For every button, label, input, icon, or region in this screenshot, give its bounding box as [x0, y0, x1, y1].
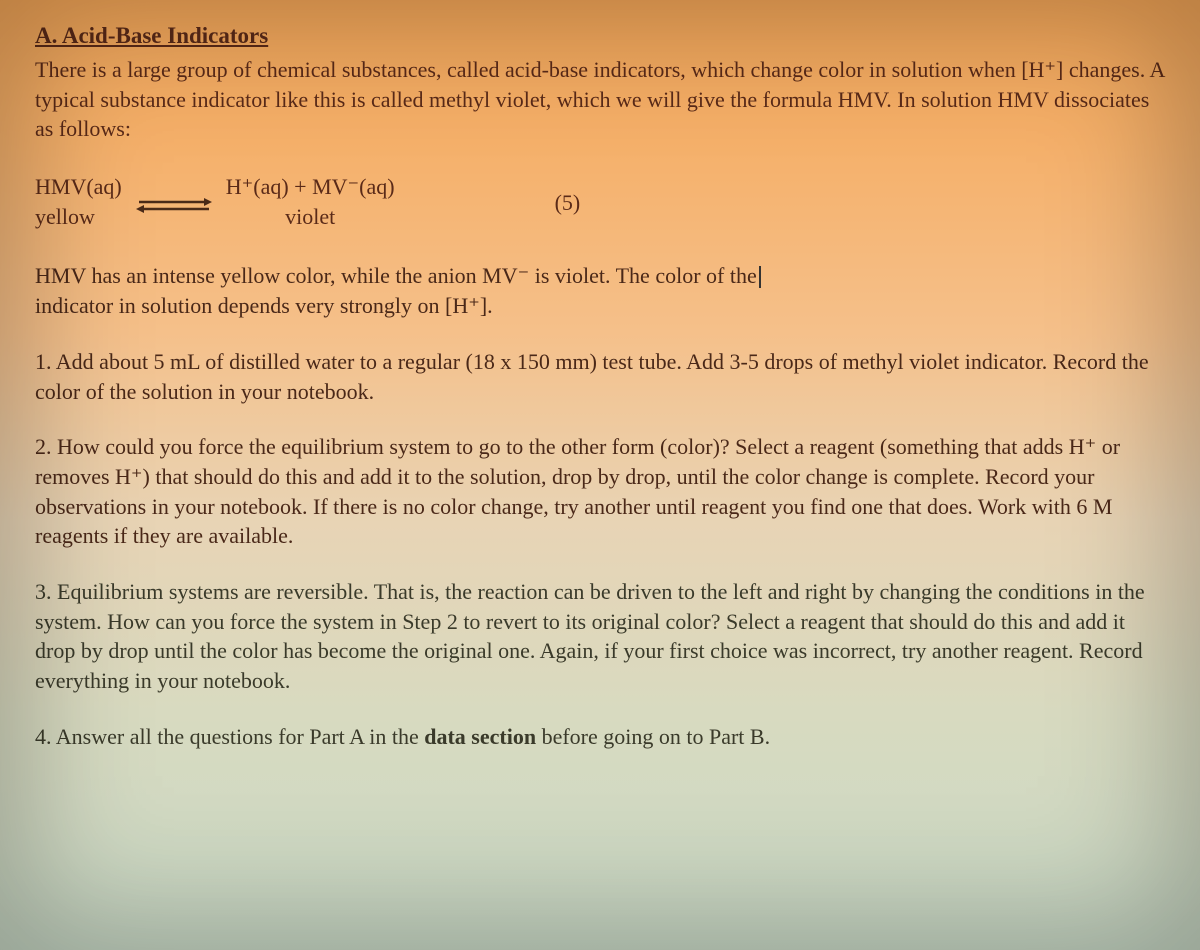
equation-right-label: violet [285, 202, 335, 232]
equation-left-formula: HMV(aq) [35, 172, 122, 202]
text-cursor-icon [759, 266, 761, 288]
equilibrium-arrow-icon [134, 186, 214, 218]
section-heading: A. Acid-Base Indicators [35, 20, 1165, 51]
paragraph-after-equation: HMV has an intense yellow color, while t… [35, 261, 1165, 320]
equation-right-formula: H⁺(aq) + MV⁻(aq) [226, 172, 395, 202]
para-line-1: HMV has an intense yellow color, while t… [35, 263, 757, 288]
step-4-post: before going on to Part B. [536, 724, 770, 749]
equation-left-side: HMV(aq) yellow [35, 172, 122, 231]
step-3: 3. Equilibrium systems are reversible. T… [35, 577, 1165, 696]
equation-number: (5) [555, 186, 581, 218]
document-content: A. Acid-Base Indicators There is a large… [35, 20, 1165, 751]
intro-paragraph: There is a large group of chemical subst… [35, 55, 1165, 144]
equation-right-side: H⁺(aq) + MV⁻(aq) violet [226, 172, 395, 231]
equation-row: HMV(aq) yellow H⁺(aq) + MV⁻(aq) violet (… [35, 172, 580, 231]
step-4-pre: 4. Answer all the questions for Part A i… [35, 724, 424, 749]
step-4-bold: data section [424, 724, 536, 749]
step-2: 2. How could you force the equilibrium s… [35, 432, 1165, 551]
equation-left-label: yellow [35, 202, 95, 232]
step-4: 4. Answer all the questions for Part A i… [35, 722, 1165, 752]
equation-block: HMV(aq) yellow H⁺(aq) + MV⁻(aq) violet (… [35, 172, 1165, 231]
step-1: 1. Add about 5 mL of distilled water to … [35, 347, 1165, 406]
para-line-2: indicator in solution depends very stron… [35, 293, 493, 318]
